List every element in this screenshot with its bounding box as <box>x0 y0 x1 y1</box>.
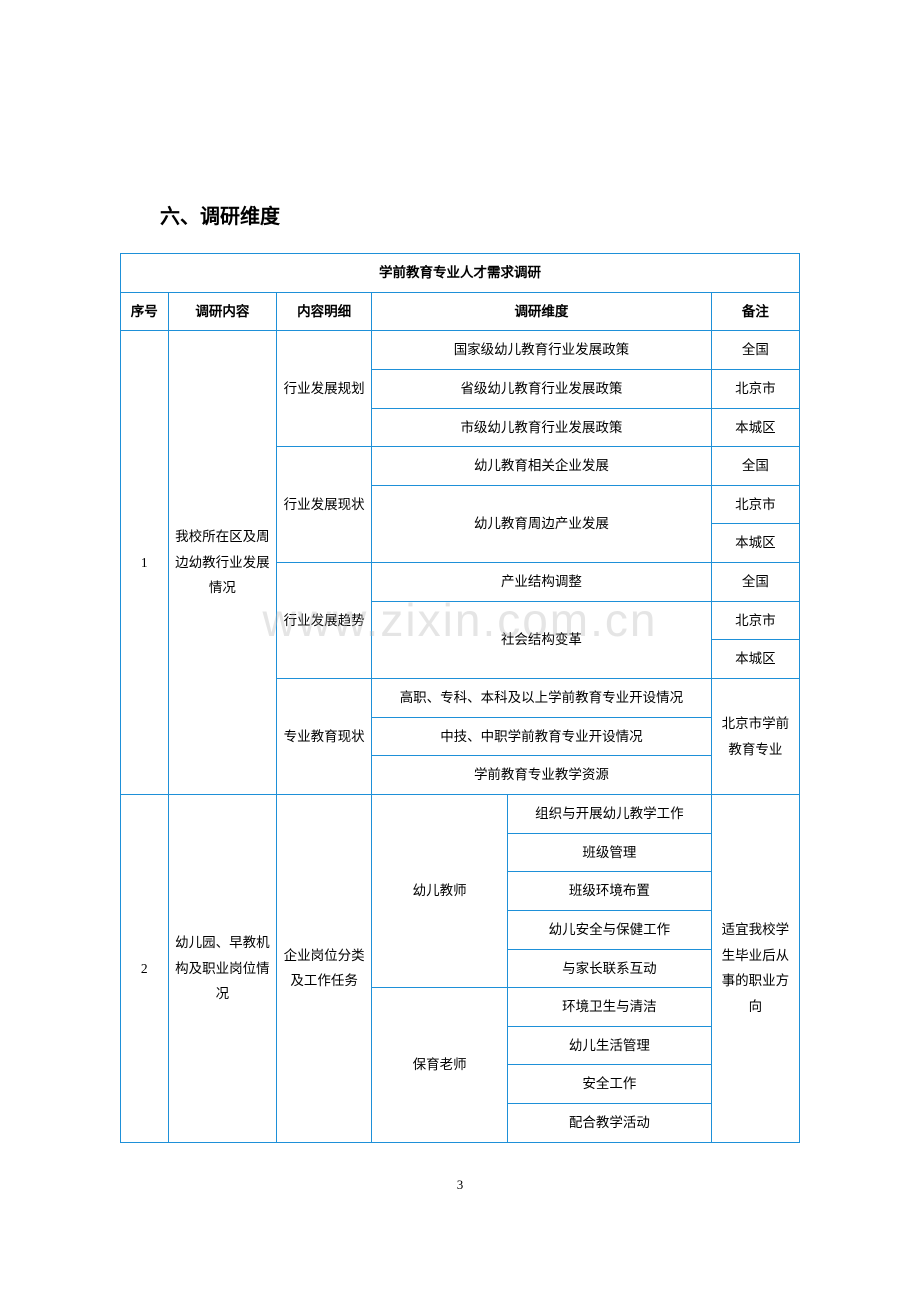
note-cell: 北京市 <box>711 485 799 524</box>
dim-cell: 环境卫生与清洁 <box>507 988 711 1027</box>
col-header: 调研内容 <box>168 292 277 331</box>
page-number: 3 <box>457 1177 464 1193</box>
table-title-row: 学前教育专业人才需求调研 <box>121 254 800 293</box>
detail-cell: 专业教育现状 <box>277 679 372 795</box>
detail-cell: 行业发展现状 <box>277 447 372 563</box>
dim-cell: 班级环境布置 <box>507 872 711 911</box>
note-cell: 全国 <box>711 447 799 486</box>
dim-cell: 学前教育专业教学资源 <box>372 756 712 795</box>
col-header: 备注 <box>711 292 799 331</box>
dim-cell: 中技、中职学前教育专业开设情况 <box>372 717 712 756</box>
row-num: 1 <box>121 331 169 795</box>
dim-cell: 组织与开展幼儿教学工作 <box>507 794 711 833</box>
table-header-row: 序号 调研内容 内容明细 调研维度 备注 <box>121 292 800 331</box>
col-header: 调研维度 <box>372 292 712 331</box>
dim-cell: 产业结构调整 <box>372 563 712 602</box>
note-cell: 全国 <box>711 331 799 370</box>
detail-cell: 行业发展规划 <box>277 331 372 447</box>
row-content: 幼儿园、早教机构及职业岗位情况 <box>168 794 277 1142</box>
table-row: 1 我校所在区及周边幼教行业发展情况 行业发展规划 国家级幼儿教育行业发展政策 … <box>121 331 800 370</box>
note-cell: 本城区 <box>711 524 799 563</box>
sub-cell: 保育老师 <box>372 988 508 1143</box>
note-cell: 全国 <box>711 563 799 602</box>
table-title: 学前教育专业人才需求调研 <box>121 254 800 293</box>
row-num: 2 <box>121 794 169 1142</box>
note-cell: 适宜我校学生毕业后从事的职业方向 <box>711 794 799 1142</box>
note-cell: 本城区 <box>711 640 799 679</box>
col-header: 序号 <box>121 292 169 331</box>
dim-cell: 市级幼儿教育行业发展政策 <box>372 408 712 447</box>
dim-cell: 省级幼儿教育行业发展政策 <box>372 369 712 408</box>
dim-cell: 幼儿教育相关企业发展 <box>372 447 712 486</box>
research-table: 学前教育专业人才需求调研 序号 调研内容 内容明细 调研维度 备注 1 我校所在… <box>120 253 800 1143</box>
note-cell: 本城区 <box>711 408 799 447</box>
dim-cell: 安全工作 <box>507 1065 711 1104</box>
dim-cell: 幼儿安全与保健工作 <box>507 910 711 949</box>
note-cell: 北京市 <box>711 601 799 640</box>
detail-cell: 行业发展趋势 <box>277 563 372 679</box>
col-header: 内容明细 <box>277 292 372 331</box>
row-content: 我校所在区及周边幼教行业发展情况 <box>168 331 277 795</box>
sub-cell: 幼儿教师 <box>372 794 508 987</box>
dim-cell: 幼儿生活管理 <box>507 1026 711 1065</box>
detail-cell: 企业岗位分类及工作任务 <box>277 794 372 1142</box>
dim-cell: 班级管理 <box>507 833 711 872</box>
table-row: 2 幼儿园、早教机构及职业岗位情况 企业岗位分类及工作任务 幼儿教师 组织与开展… <box>121 794 800 833</box>
dim-cell: 配合教学活动 <box>507 1104 711 1143</box>
dim-cell: 幼儿教育周边产业发展 <box>372 485 712 562</box>
section-heading: 六、调研维度 <box>160 200 800 229</box>
dim-cell: 国家级幼儿教育行业发展政策 <box>372 331 712 370</box>
note-cell: 北京市学前教育专业 <box>711 679 799 795</box>
dim-cell: 社会结构变革 <box>372 601 712 678</box>
note-cell: 北京市 <box>711 369 799 408</box>
dim-cell: 与家长联系互动 <box>507 949 711 988</box>
dim-cell: 高职、专科、本科及以上学前教育专业开设情况 <box>372 679 712 718</box>
